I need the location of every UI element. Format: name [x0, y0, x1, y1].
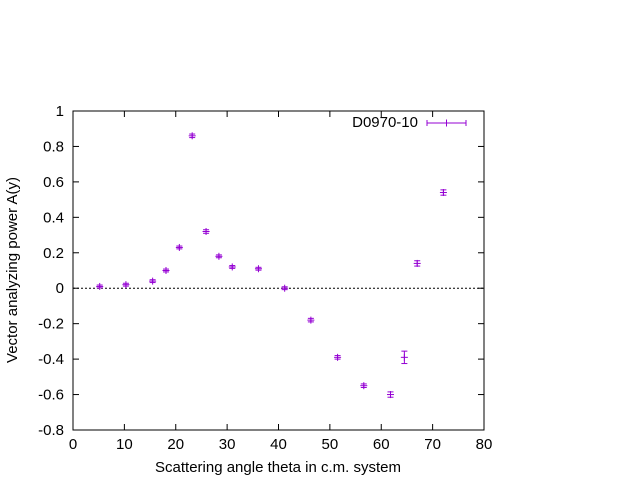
y-tick-label: 1 — [56, 103, 64, 120]
x-axis-label: Scattering angle theta in c.m. system — [155, 459, 401, 476]
legend-label: D0970-10 — [352, 114, 418, 131]
y-tick-label: 0.2 — [43, 245, 64, 262]
data-point — [188, 132, 196, 140]
data-point — [149, 277, 157, 285]
data-point — [202, 228, 210, 236]
data-point — [386, 391, 394, 399]
y-tick-label: 0 — [56, 280, 64, 297]
legend: D0970-10 — [352, 114, 467, 131]
data-point — [162, 267, 170, 274]
x-tick-label: 80 — [476, 436, 493, 453]
x-tick-label: 40 — [270, 436, 287, 453]
data-point — [413, 259, 421, 267]
data-point — [307, 316, 315, 324]
data-point — [254, 265, 262, 273]
y-tick-label: 0.8 — [43, 138, 64, 155]
data-point — [228, 263, 236, 271]
x-tick-label: 30 — [219, 436, 236, 453]
x-tick-label: 20 — [167, 436, 184, 453]
plot-frame — [72, 110, 485, 431]
y-tick-label: 0.4 — [43, 209, 64, 226]
data-point — [281, 284, 289, 292]
data-point — [360, 382, 368, 390]
data-point — [175, 243, 183, 251]
data-point — [96, 282, 104, 290]
x-tick-label: 50 — [322, 436, 339, 453]
y-tick-label: 0.6 — [43, 174, 64, 191]
data-point — [122, 281, 130, 289]
x-tick-label: 70 — [424, 436, 441, 453]
y-tick-label: -0.8 — [38, 422, 64, 439]
x-tick-label: 10 — [116, 436, 133, 453]
data-point — [439, 189, 447, 197]
y-tick-label: -0.2 — [38, 316, 64, 333]
y-tick-label: -0.4 — [38, 351, 64, 368]
data-point — [215, 252, 223, 260]
y-axis-label: Vector analyzing power A(y) — [4, 177, 21, 363]
data-point — [400, 350, 408, 365]
x-tick-label: 0 — [69, 436, 77, 453]
x-tick-label: 60 — [373, 436, 390, 453]
y-tick-label: -0.6 — [38, 387, 64, 404]
data-point — [334, 353, 342, 361]
legend-marker — [426, 119, 467, 127]
